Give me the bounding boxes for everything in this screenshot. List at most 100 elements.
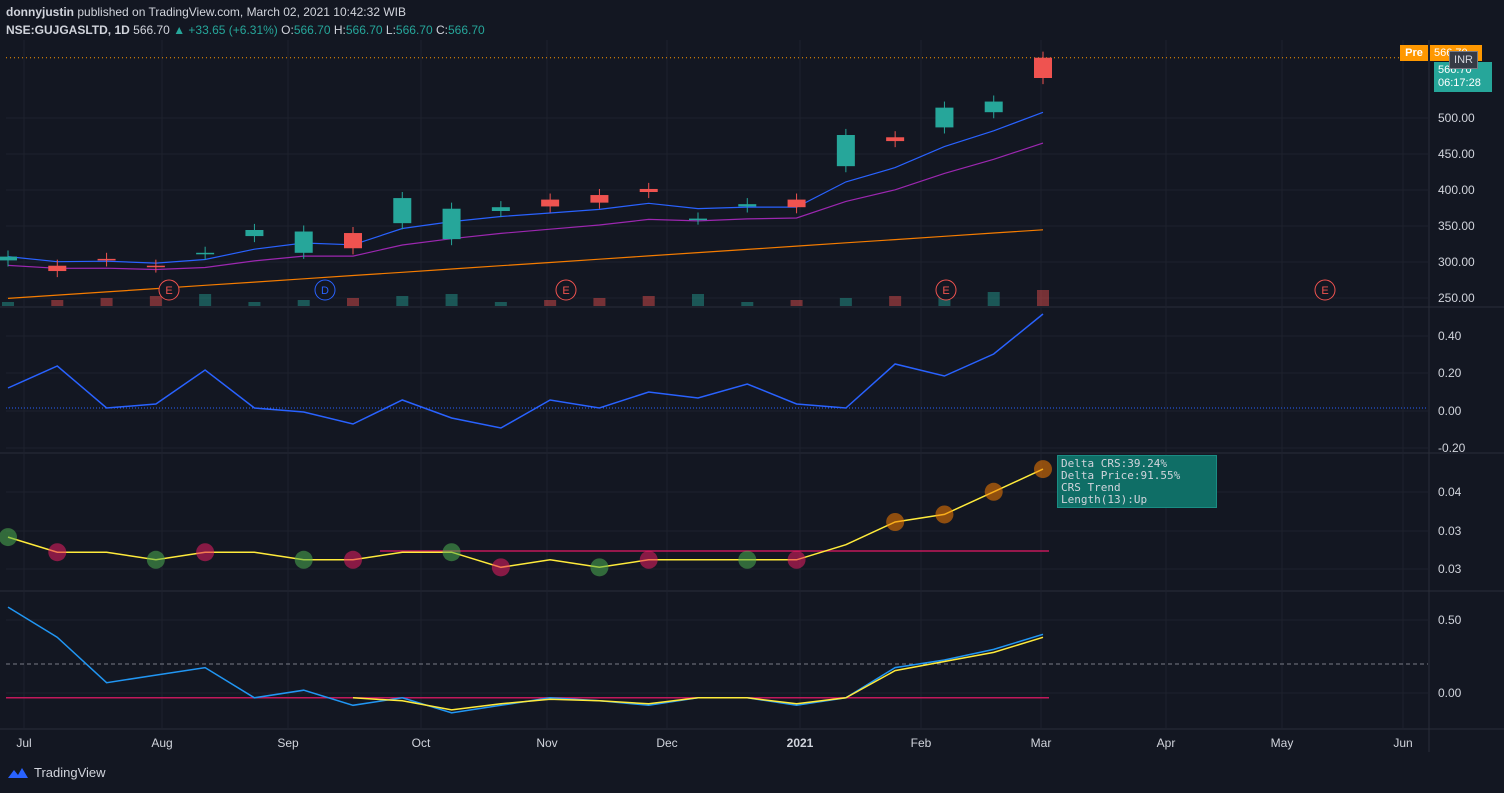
crs-line — [7, 468, 1044, 569]
candle-body — [886, 137, 905, 142]
candle-body — [48, 265, 67, 272]
volume-bar — [987, 292, 1000, 306]
x-tick-label: Feb — [911, 736, 932, 750]
y-tick-label: 0.03 — [1438, 562, 1462, 576]
footer-brand: TradingView — [34, 765, 106, 780]
volume-bar — [889, 296, 902, 306]
low-label: L: — [385, 23, 396, 37]
x-tick-label: Aug — [151, 736, 172, 750]
y-tick-label: 0.20 — [1438, 366, 1462, 380]
footer[interactable]: TradingView — [6, 765, 106, 780]
candle-body — [294, 231, 313, 253]
event-marker — [1314, 279, 1336, 301]
volume-bar — [445, 294, 458, 306]
candle-body — [639, 188, 658, 192]
candle-body — [836, 135, 855, 167]
volume-bar — [248, 302, 261, 306]
crs-signal-dot — [787, 550, 806, 569]
candle-body — [491, 207, 510, 211]
event-marker — [935, 279, 957, 301]
low-value: 566.70 — [395, 23, 433, 37]
crs-signal-dot — [491, 558, 510, 577]
bar-countdown: 06:17:28 — [1438, 77, 1481, 89]
volume-bar — [790, 300, 803, 306]
high-label: H: — [333, 23, 346, 37]
x-tick-label: Jul — [16, 736, 31, 750]
ma-fast-line — [7, 111, 1044, 264]
candle-body — [97, 258, 116, 261]
crs-signal-dot — [590, 558, 609, 577]
high-value: 566.70 — [345, 23, 383, 37]
crs-signal-dot — [935, 505, 954, 524]
last-price: 566.70 — [133, 23, 170, 37]
y-tick-label: 300.00 — [1438, 255, 1475, 269]
publish-info: donnyjustin published on TradingView.com… — [6, 5, 406, 19]
volume-bar — [396, 296, 409, 306]
oscillator-line — [7, 313, 1044, 429]
crs-signal-dot — [984, 482, 1003, 501]
crs-signal-dot — [146, 550, 165, 569]
volume-bar — [149, 296, 162, 306]
volume-bar — [347, 298, 359, 306]
symbol-name[interactable]: NSE:GUJGASLTD, 1D — [6, 23, 130, 37]
crs-signal-dot — [1034, 460, 1052, 479]
volume-bar — [100, 298, 113, 306]
crs-signal-dot — [442, 543, 461, 562]
candle-body — [590, 195, 609, 203]
crs-signal-dot — [0, 528, 17, 547]
crs-signal-dot — [48, 543, 67, 562]
volume-bar — [51, 300, 64, 306]
y-tick-label: -0.20 — [1438, 441, 1466, 455]
candle-body — [738, 204, 757, 207]
volume-bar — [839, 298, 852, 306]
open-value: 566.70 — [293, 23, 331, 37]
crs-signal-dot — [344, 550, 362, 569]
y-tick-label: 0.04 — [1438, 485, 1462, 499]
y-tick-label: 0.40 — [1438, 329, 1462, 343]
candle-body — [393, 198, 412, 224]
y-tick-label: 400.00 — [1438, 183, 1475, 197]
event-marker-label: E — [165, 285, 172, 297]
x-tick-label: May — [1271, 736, 1294, 750]
event-marker — [314, 279, 336, 301]
symbol-legend: NSE:GUJGASLTD, 1D 566.70 ▲ +33.65 (+6.31… — [6, 23, 485, 37]
y-tick-label: 0.50 — [1438, 613, 1462, 627]
x-tick-label: Mar — [1031, 736, 1052, 750]
close-value: 566.70 — [447, 23, 485, 37]
x-tick-label: Oct — [412, 736, 431, 750]
y-tick-label: 450.00 — [1438, 147, 1475, 161]
ma-mid-line — [7, 142, 1044, 271]
candle-body — [1034, 57, 1052, 78]
price-change: ▲ +33.65 (+6.31%) — [173, 23, 278, 37]
x-tick-label: Apr — [1157, 736, 1176, 750]
volume-bar — [692, 294, 704, 306]
currency-button[interactable]: INR — [1449, 51, 1478, 69]
event-marker-label: E — [562, 285, 569, 297]
x-tick-label: Nov — [536, 736, 557, 750]
candle-body — [787, 199, 806, 208]
crs-signal-dot — [639, 550, 658, 569]
crs-signal-dot — [294, 550, 313, 569]
candle-body — [541, 199, 560, 207]
y-tick-label: 500.00 — [1438, 111, 1475, 125]
publish-text: published on TradingView.com, March 02, … — [77, 5, 406, 19]
y-tick-label: 250.00 — [1438, 291, 1475, 305]
tradingview-logo-icon — [8, 767, 28, 778]
delta-price: Delta Price:91.55% — [1061, 469, 1181, 482]
candle-body — [689, 218, 707, 221]
volume-bar — [741, 302, 754, 306]
volume-bar — [593, 298, 606, 306]
author-name[interactable]: donnyjustin — [6, 5, 74, 19]
crs-signal-dot — [196, 543, 215, 562]
event-marker — [555, 279, 577, 301]
volume-bar — [2, 302, 14, 306]
event-marker-label: E — [942, 285, 949, 297]
volume-bar — [1037, 290, 1049, 306]
x-tick-label: 2021 — [787, 736, 814, 750]
y-tick-label: 0.00 — [1438, 404, 1462, 418]
candle-body — [245, 230, 264, 237]
candle-body — [146, 265, 165, 268]
close-label: C: — [435, 23, 448, 37]
crs-trend-length: CRS Trend Length(13):Up — [1061, 481, 1148, 506]
